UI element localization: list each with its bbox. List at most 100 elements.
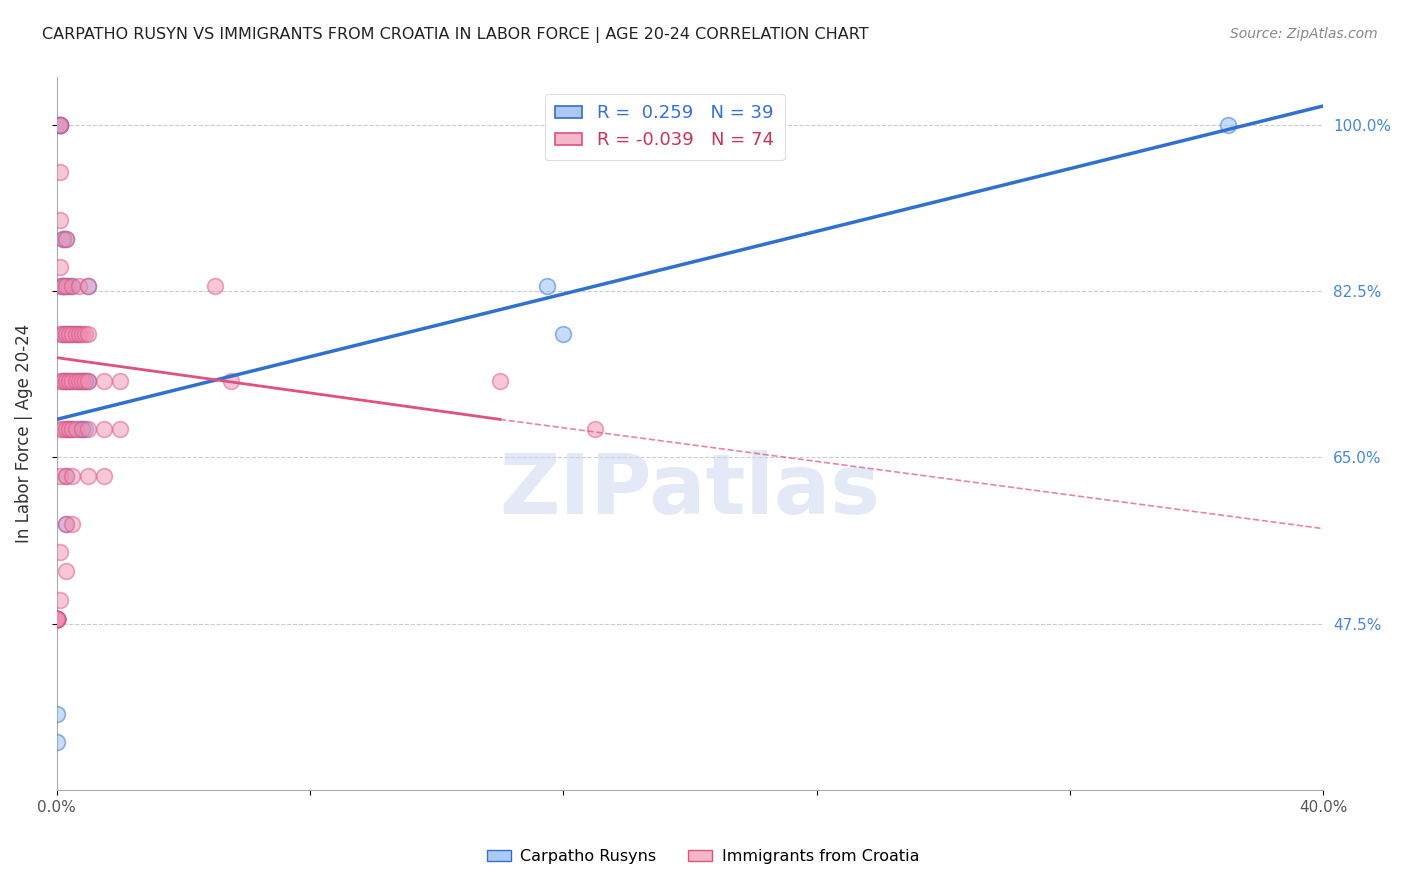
Point bbox=[62, 326, 84, 341]
Point bbox=[52, 326, 75, 341]
Point bbox=[62, 375, 84, 389]
Text: CARPATHO RUSYN VS IMMIGRANTS FROM CROATIA IN LABOR FORCE | AGE 20-24 CORRELATION: CARPATHO RUSYN VS IMMIGRANTS FROM CROATI… bbox=[42, 27, 869, 43]
Point bbox=[62, 375, 84, 389]
Point bbox=[65, 326, 87, 341]
Point bbox=[49, 545, 72, 559]
Point bbox=[489, 375, 512, 389]
Point bbox=[45, 612, 67, 626]
Text: Source: ZipAtlas.com: Source: ZipAtlas.com bbox=[1230, 27, 1378, 41]
Legend: R =  0.259   N = 39, R = -0.039   N = 74: R = 0.259 N = 39, R = -0.039 N = 74 bbox=[544, 94, 785, 161]
Point bbox=[67, 375, 90, 389]
Point bbox=[62, 279, 84, 293]
Point bbox=[55, 469, 77, 483]
Point bbox=[52, 375, 75, 389]
Point bbox=[77, 375, 100, 389]
Point bbox=[58, 375, 80, 389]
Point bbox=[77, 375, 100, 389]
Point bbox=[55, 326, 77, 341]
Point bbox=[52, 422, 75, 436]
Point bbox=[49, 118, 72, 132]
Point bbox=[219, 375, 242, 389]
Point bbox=[58, 422, 80, 436]
Point bbox=[108, 375, 131, 389]
Point bbox=[49, 422, 72, 436]
Point bbox=[49, 118, 72, 132]
Point bbox=[52, 232, 75, 246]
Point bbox=[62, 516, 84, 531]
Point bbox=[45, 612, 67, 626]
Point bbox=[49, 260, 72, 275]
Point bbox=[67, 326, 90, 341]
Point bbox=[45, 612, 67, 626]
Point bbox=[55, 516, 77, 531]
Point bbox=[55, 422, 77, 436]
Point bbox=[45, 612, 67, 626]
Point bbox=[45, 612, 67, 626]
Point bbox=[45, 612, 67, 626]
Point bbox=[52, 232, 75, 246]
Y-axis label: In Labor Force | Age 20-24: In Labor Force | Age 20-24 bbox=[15, 324, 32, 543]
Point bbox=[55, 375, 77, 389]
Point bbox=[55, 279, 77, 293]
Point bbox=[55, 279, 77, 293]
Point bbox=[75, 375, 97, 389]
Point bbox=[55, 375, 77, 389]
Point bbox=[49, 469, 72, 483]
Point bbox=[49, 118, 72, 132]
Point bbox=[52, 326, 75, 341]
Point bbox=[45, 612, 67, 626]
Point bbox=[70, 375, 93, 389]
Point bbox=[93, 422, 115, 436]
Point bbox=[58, 326, 80, 341]
Point bbox=[77, 326, 100, 341]
Point bbox=[49, 375, 72, 389]
Point bbox=[45, 612, 67, 626]
Point bbox=[67, 422, 90, 436]
Point bbox=[45, 612, 67, 626]
Point bbox=[62, 279, 84, 293]
Point bbox=[49, 213, 72, 227]
Text: ZIPatlas: ZIPatlas bbox=[499, 450, 880, 531]
Point bbox=[75, 326, 97, 341]
Point bbox=[75, 422, 97, 436]
Point bbox=[62, 422, 84, 436]
Point bbox=[1218, 118, 1240, 132]
Point bbox=[70, 422, 93, 436]
Point bbox=[55, 469, 77, 483]
Point bbox=[77, 422, 100, 436]
Point bbox=[49, 165, 72, 179]
Point bbox=[52, 279, 75, 293]
Point bbox=[70, 326, 93, 341]
Point bbox=[45, 612, 67, 626]
Point bbox=[49, 118, 72, 132]
Point bbox=[536, 279, 558, 293]
Point bbox=[70, 375, 93, 389]
Point bbox=[77, 279, 100, 293]
Point bbox=[52, 279, 75, 293]
Point bbox=[62, 326, 84, 341]
Point bbox=[75, 375, 97, 389]
Point bbox=[93, 469, 115, 483]
Point bbox=[58, 375, 80, 389]
Legend: Carpatho Rusyns, Immigrants from Croatia: Carpatho Rusyns, Immigrants from Croatia bbox=[481, 843, 925, 871]
Point bbox=[52, 279, 75, 293]
Point bbox=[45, 735, 67, 749]
Point bbox=[45, 612, 67, 626]
Point bbox=[58, 279, 80, 293]
Point bbox=[49, 279, 72, 293]
Point bbox=[52, 375, 75, 389]
Point bbox=[45, 612, 67, 626]
Point bbox=[70, 422, 93, 436]
Point bbox=[62, 469, 84, 483]
Point bbox=[65, 326, 87, 341]
Point bbox=[45, 612, 67, 626]
Point bbox=[204, 279, 226, 293]
Point bbox=[49, 118, 72, 132]
Point bbox=[77, 469, 100, 483]
Point bbox=[45, 612, 67, 626]
Point bbox=[108, 422, 131, 436]
Point bbox=[65, 422, 87, 436]
Point bbox=[55, 565, 77, 579]
Point bbox=[55, 516, 77, 531]
Point bbox=[65, 375, 87, 389]
